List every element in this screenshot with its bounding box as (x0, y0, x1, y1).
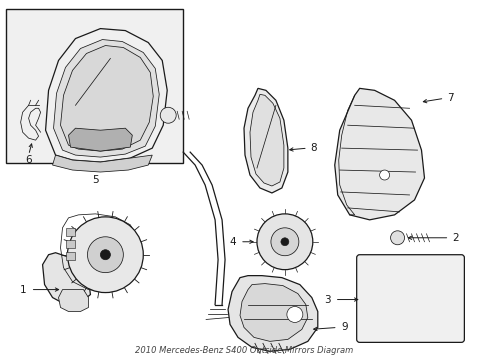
Text: 2: 2 (451, 233, 458, 243)
Bar (65, 240, 75, 248)
Text: 9: 9 (341, 323, 347, 332)
Polygon shape (59, 289, 88, 311)
Circle shape (256, 214, 312, 270)
Polygon shape (42, 253, 90, 305)
Text: 1: 1 (20, 284, 26, 294)
Text: 2010 Mercedes-Benz S400 Outside Mirrors Diagram: 2010 Mercedes-Benz S400 Outside Mirrors … (135, 346, 352, 355)
Circle shape (286, 306, 302, 323)
Circle shape (67, 217, 143, 293)
Polygon shape (68, 128, 132, 151)
Bar (65, 228, 75, 236)
Text: 4: 4 (229, 237, 236, 247)
Circle shape (87, 237, 123, 273)
Polygon shape (244, 88, 287, 193)
Text: 3: 3 (324, 294, 330, 305)
Circle shape (390, 231, 404, 245)
Bar (65, 252, 75, 260)
Text: 7: 7 (446, 93, 453, 103)
Polygon shape (227, 276, 317, 351)
Polygon shape (45, 28, 167, 162)
Polygon shape (240, 284, 307, 341)
Polygon shape (249, 94, 284, 186)
Circle shape (379, 170, 389, 180)
Circle shape (100, 250, 110, 260)
Polygon shape (334, 88, 424, 220)
Circle shape (160, 107, 176, 123)
Text: 8: 8 (310, 143, 316, 153)
Polygon shape (53, 40, 159, 157)
Polygon shape (52, 155, 152, 172)
Circle shape (270, 228, 298, 256)
Text: 5: 5 (92, 175, 99, 185)
Circle shape (280, 238, 288, 246)
Text: 6: 6 (25, 155, 32, 165)
FancyBboxPatch shape (356, 255, 464, 342)
Polygon shape (61, 45, 153, 151)
FancyBboxPatch shape (6, 9, 183, 163)
